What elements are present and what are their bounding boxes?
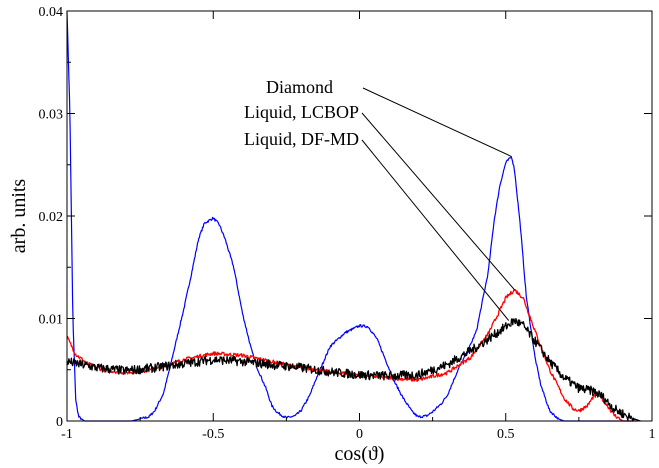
y-tick-label: 0.01 xyxy=(39,313,64,328)
annotation-leader-line xyxy=(361,139,510,321)
x-tick-label: -0.5 xyxy=(202,427,224,442)
series-layer xyxy=(66,12,641,422)
series-line-liquid-lcbop xyxy=(66,288,632,422)
x-tick-label: -1 xyxy=(61,427,73,442)
x-tick-label: 0 xyxy=(356,427,363,442)
y-tick-label: 0 xyxy=(56,415,63,430)
annotation-label: Diamond xyxy=(266,77,333,97)
ticks-layer: -1 -0.5 0 0.5 1 0 0.01 0.02 0.03 0.04 xyxy=(39,5,656,442)
series-line-diamond xyxy=(66,12,638,422)
plot-frame xyxy=(66,10,653,422)
y-axis-title: arb. units xyxy=(8,179,30,254)
annotation-label: Liquid, DF-MD xyxy=(244,129,359,149)
annotation-label: Liquid, LCBOP xyxy=(244,102,359,122)
x-axis-title: cos(ϑ) xyxy=(335,443,385,465)
annotation-leader-line xyxy=(361,112,515,291)
annotation-layer: Diamond Liquid, LCBOP Liquid, DF-MD xyxy=(244,77,515,321)
x-tick-label: 0.5 xyxy=(497,427,515,442)
series-line-liquid-df-md xyxy=(66,317,641,422)
y-tick-label: 0.04 xyxy=(39,5,64,20)
y-tick-label: 0.03 xyxy=(39,108,64,123)
annotation-leader-line xyxy=(362,87,512,158)
x-tick-label: 1 xyxy=(649,427,656,442)
y-tick-label: 0.02 xyxy=(39,210,64,225)
